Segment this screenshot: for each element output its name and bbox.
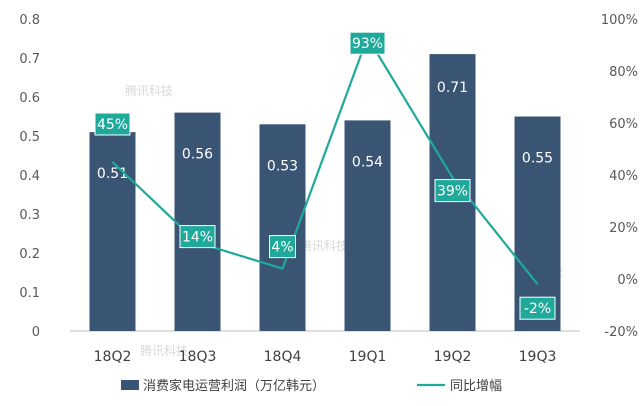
bar-19Q1 [344,120,391,332]
left-axis-tick-label: 0.5 [19,130,40,145]
right-axis-tick-label: 20% [609,221,638,236]
right-axis-tick-label: 60% [609,117,638,132]
bar-value-label: 0.71 [437,80,468,96]
left-axis-tick-label: 0 [32,325,40,340]
bar-value-label: 0.51 [97,166,128,182]
right-axis-tick-label: 80% [609,65,638,80]
category-label: 18Q3 [179,349,217,365]
left-axis-tick-label: 0.1 [19,286,40,301]
growth-label-19Q2: 39% [434,179,471,203]
bar-value-label: 0.54 [352,154,383,170]
growth-label-box [519,296,556,320]
bar-value-label: 0.55 [522,151,553,167]
category-label: 19Q1 [349,349,387,365]
right-axis-tick-label: 40% [609,169,638,184]
left-axis: 0 0.1 0.2 0.3 0.4 0.5 0.6 0.7 0.8 [19,13,40,340]
watermark-text: 腾讯科技 [300,238,348,253]
bars [89,54,561,332]
category-label: 18Q2 [94,349,132,365]
growth-label-box [269,235,296,259]
category-label: 18Q4 [264,349,302,365]
growth-label-box [349,31,386,55]
growth-label-text: 14% [182,230,213,246]
watermark-text: 腾讯科技 [125,83,173,98]
bar-19Q3 [514,116,561,331]
legend-swatch-bar [121,380,139,390]
growth-label-box [179,225,216,249]
growth-label-18Q3: 14% [179,225,216,249]
left-axis-tick-label: 0.8 [19,13,40,28]
left-axis-tick-label: 0.2 [19,247,40,262]
category-label: 19Q2 [434,349,472,365]
growth-label-19Q1: 93% [349,31,386,55]
left-axis-tick-label: 0.6 [19,91,40,106]
growth-label-18Q2: 45% [94,112,131,136]
growth-label-19Q3: -2% [519,296,556,320]
category-label: 19Q3 [519,349,557,365]
growth-label-box [94,112,131,136]
bar-18Q3 [174,112,221,331]
growth-label-18Q4: 4% [269,235,296,259]
legend-item-line: 同比增幅 [417,379,502,394]
growth-label-text: -2% [524,301,551,317]
left-axis-tick-label: 0.3 [19,208,40,223]
right-axis: -20% 0% 20% 40% 60% 80% 100% [601,13,638,340]
watermark-text: 腾讯科技 [140,343,188,358]
category-labels: 18Q2 18Q3 18Q4 19Q1 19Q2 19Q3 [94,349,557,365]
growth-label-text: 39% [437,184,468,200]
bar-value-label: 0.53 [267,158,298,174]
growth-label-text: 45% [97,117,128,133]
left-axis-tick-label: 0.4 [19,169,40,184]
left-axis-tick-label: 0.7 [19,52,40,67]
right-axis-tick-label: -20% [604,325,638,340]
right-axis-tick-label: 0% [617,273,638,288]
growth-label-box [434,179,471,203]
legend-label-line: 同比增幅 [450,379,502,394]
legend-label-bar: 消费家电运营利润（万亿韩元） [143,378,325,394]
bar-18Q2 [89,132,136,331]
growth-label-text: 93% [352,36,383,52]
legend: 消费家电运营利润（万亿韩元） 同比增幅 [121,378,502,394]
growth-label-text: 4% [271,240,293,256]
right-axis-tick-label: 100% [601,13,638,28]
line-labels: 45% 14% 4% 93% 39% -2% [94,31,556,320]
legend-item-bar: 消费家电运营利润（万亿韩元） [121,378,325,394]
bar-value-label: 0.56 [182,147,213,163]
